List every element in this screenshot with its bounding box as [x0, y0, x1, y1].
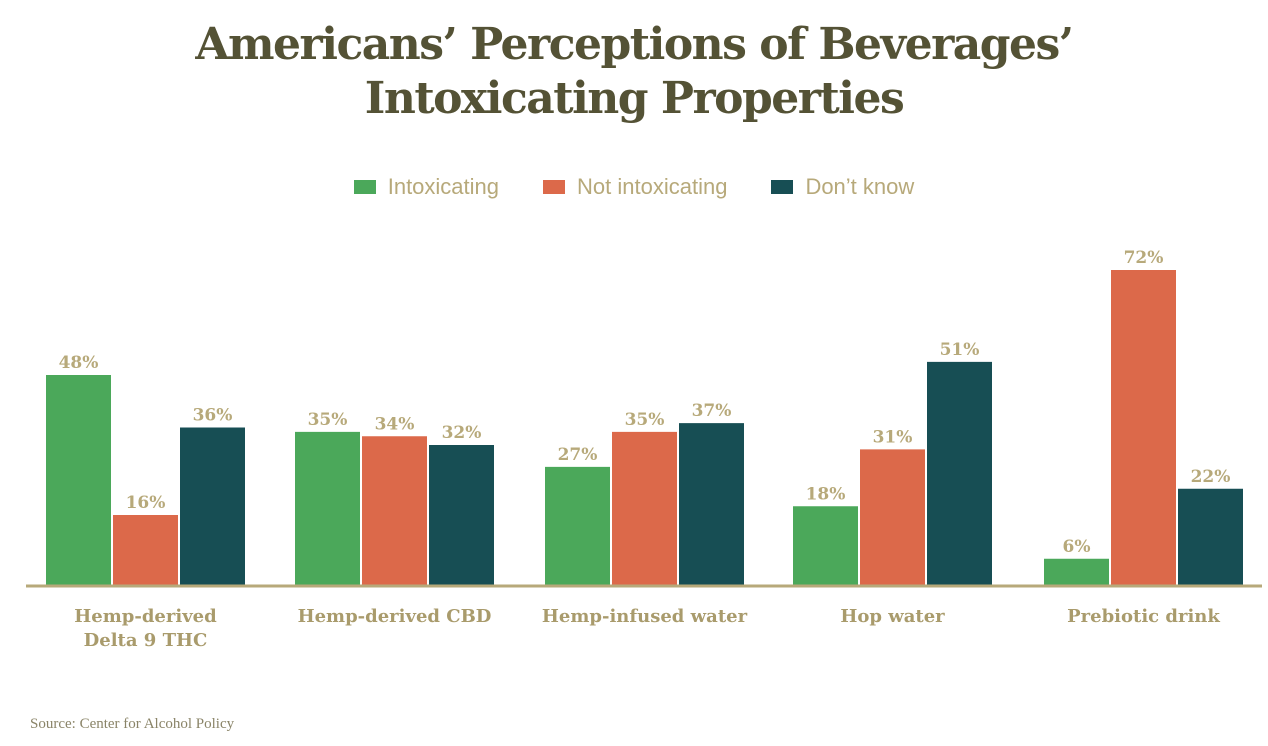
bar-hop-water-don-t-know [927, 361, 992, 585]
legend-label-intoxicating: Intoxicating [387, 174, 500, 199]
legend-swatch-intoxicating [353, 180, 376, 194]
data-label-hemp-derived-cbd-intoxicating: 35% [308, 410, 348, 430]
data-label-hop-water-intoxicating: 18% [806, 484, 846, 504]
data-label-hemp-infused-water-don-t-know: 37% [692, 401, 732, 421]
bar-hemp-derived-cbd-intoxicating [295, 431, 360, 585]
category-label-prebiotic-drink: Prebiotic drink [1067, 606, 1220, 627]
chart-title: Americans’ Perceptions of Beverages’ Int… [0, 18, 1268, 126]
legend-item-not-intoxicating: Not intoxicating [543, 174, 727, 200]
bar-hop-water-intoxicating [793, 506, 858, 585]
data-label-hop-water-not-intoxicating: 31% [873, 427, 913, 447]
legend-item-dont-know: Don’t know [771, 174, 914, 200]
bar-hop-water-not-intoxicating [860, 449, 925, 585]
bar-hemp-infused-water-don-t-know [679, 423, 744, 585]
data-label-hemp-derived-delta-9-thc-not-intoxicating: 16% [126, 493, 166, 513]
category-label-hemp-derived-delta-9-thc: Hemp-derived Delta 9 THC [74, 606, 217, 651]
data-label-hemp-infused-water-not-intoxicating: 35% [625, 410, 665, 430]
chart-title-line-2: Intoxicating Properties [364, 73, 905, 124]
legend-label-dont-know: Don’t know [805, 174, 915, 199]
category-label-hop-water: Hop water [840, 606, 945, 627]
data-label-prebiotic-drink-don-t-know: 22% [1191, 467, 1231, 487]
data-label-hemp-derived-delta-9-thc-don-t-know: 36% [193, 406, 233, 426]
bar-hemp-derived-cbd-not-intoxicating [362, 436, 427, 585]
category-label-hemp-infused-water: Hemp-infused water [542, 606, 748, 627]
legend-swatch-not-intoxicating [543, 180, 566, 194]
bar-hemp-derived-delta-9-thc-intoxicating [46, 375, 111, 585]
data-label-hemp-infused-water-intoxicating: 27% [558, 445, 598, 465]
bar-hemp-derived-cbd-don-t-know [429, 445, 494, 585]
chart-title-line-1: Americans’ Perceptions of Beverages’ [195, 19, 1074, 70]
source-note: Source: Center for Alcohol Policy [30, 716, 235, 732]
data-label-prebiotic-drink-intoxicating: 6% [1063, 537, 1091, 557]
data-label-hemp-derived-cbd-don-t-know: 32% [442, 423, 482, 443]
bar-prebiotic-drink-don-t-know [1178, 488, 1243, 585]
data-label-hemp-derived-cbd-not-intoxicating: 34% [375, 414, 415, 434]
data-label-hop-water-don-t-know: 51% [940, 340, 980, 360]
legend: Intoxicating Not intoxicating Don’t know [0, 174, 1268, 200]
category-label-hemp-derived-cbd: Hemp-derived CBD [298, 606, 492, 627]
bar-prebiotic-drink-intoxicating [1044, 558, 1109, 585]
bar-hemp-derived-delta-9-thc-not-intoxicating [113, 515, 178, 585]
bar-hemp-infused-water-intoxicating [545, 466, 610, 585]
bar-hemp-infused-water-not-intoxicating [612, 431, 677, 585]
data-label-prebiotic-drink-not-intoxicating: 72% [1124, 248, 1164, 268]
bar-prebiotic-drink-not-intoxicating [1111, 270, 1176, 585]
bar-hemp-derived-delta-9-thc-don-t-know [180, 427, 245, 585]
legend-swatch-dont-know [771, 180, 794, 194]
legend-item-intoxicating: Intoxicating [353, 174, 500, 200]
legend-label-not-intoxicating: Not intoxicating [577, 174, 728, 199]
data-label-hemp-derived-delta-9-thc-intoxicating: 48% [59, 353, 99, 373]
